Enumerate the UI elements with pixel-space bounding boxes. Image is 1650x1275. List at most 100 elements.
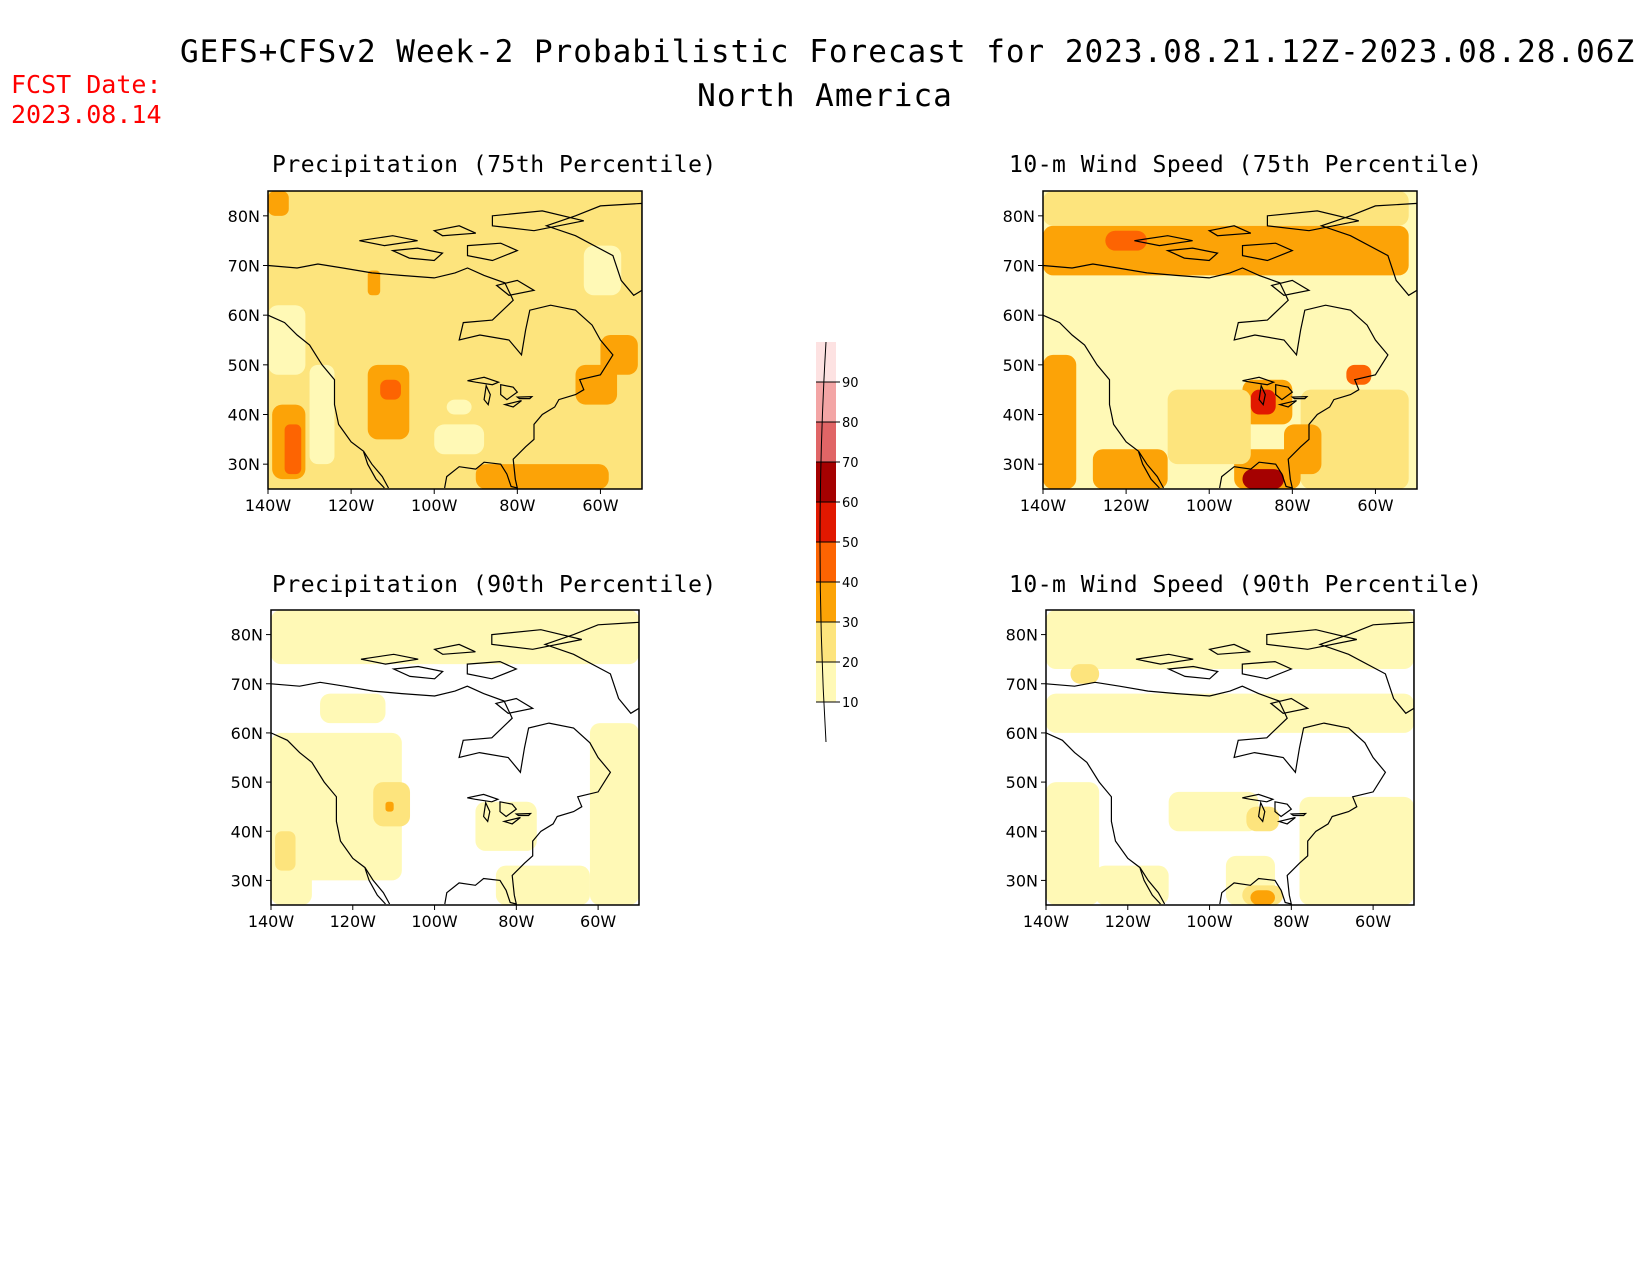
- colorbar-tick-label: 10: [842, 696, 859, 711]
- lon-tick-label: 120W: [330, 912, 377, 931]
- lat-tick-label: 50N: [228, 356, 260, 375]
- colorbar-tick-label: 20: [842, 656, 859, 671]
- lake-outline: [502, 400, 522, 408]
- probability-region: [600, 335, 638, 375]
- lon-tick-label: 80W: [1274, 496, 1310, 515]
- probability-region: [589, 723, 639, 905]
- probability-region: [1063, 305, 1106, 355]
- lake-outline: [1242, 793, 1275, 803]
- map-frame: [267, 190, 643, 490]
- lat-tick-label: 40N: [1006, 822, 1038, 841]
- lat-tick-label: 70N: [231, 675, 263, 694]
- probability-region: [1167, 389, 1251, 465]
- colorbar-tick-label: 50: [842, 536, 859, 551]
- colorbar-tick-label: 40: [842, 576, 859, 591]
- probability-region: [1043, 225, 1409, 276]
- colorbar-swatch: [816, 462, 836, 502]
- probability-region: [367, 364, 410, 440]
- lake-outline: [515, 395, 534, 400]
- lake-outline: [482, 800, 491, 823]
- lon-tick-label: 100W: [1186, 912, 1233, 931]
- lat-tick-label: 80N: [228, 207, 260, 226]
- coastline: [1043, 263, 1389, 489]
- island-outline: [1207, 643, 1251, 655]
- island-outline: [495, 279, 536, 296]
- probability-region: [1175, 340, 1218, 375]
- region-title: North America: [697, 78, 953, 114]
- island-outline: [1269, 697, 1310, 714]
- lake-outline: [1277, 400, 1297, 408]
- lon-tick-label: 80W: [1273, 912, 1309, 931]
- probability-region: [1300, 389, 1409, 489]
- lat-tick-label: 80N: [1003, 207, 1035, 226]
- coastline: [1318, 621, 1414, 715]
- probability-region: [583, 245, 622, 296]
- lake-outline: [500, 383, 519, 401]
- lat-tick-label: 60N: [1006, 724, 1038, 743]
- lon-tick-label: 60W: [1357, 496, 1393, 515]
- lon-tick-label: 120W: [1105, 912, 1152, 931]
- lon-tick-label: 100W: [411, 912, 458, 931]
- lat-tick-label: 60N: [1003, 306, 1035, 325]
- lon-tick-label: 100W: [1186, 496, 1233, 515]
- island-outline: [1135, 653, 1194, 665]
- island-outline: [432, 225, 477, 237]
- colorbar-swatch: [816, 342, 836, 382]
- panel-title-wind-75: 10-m Wind Speed (75th Percentile): [1009, 152, 1483, 178]
- coastline: [543, 621, 639, 715]
- lat-tick-label: 40N: [228, 406, 260, 425]
- colorbar-swatch: [816, 662, 836, 702]
- probability-region: [367, 270, 381, 296]
- map-panel-1: 80N 70N 60N 50N 40N 30N 140W 120W 100W 80W 60W: [1003, 190, 1418, 515]
- probability-region: [271, 610, 639, 665]
- lat-tick-label: 30N: [1006, 871, 1038, 890]
- lon-tick-label: 60W: [580, 912, 616, 931]
- coastline: [1043, 314, 1165, 489]
- probability-region: [434, 424, 485, 455]
- island-outline: [1241, 660, 1293, 680]
- colorbar-swatch: [816, 382, 836, 422]
- lat-tick-label: 30N: [1003, 455, 1035, 474]
- lon-tick-label: 140W: [1020, 496, 1067, 515]
- coastline: [271, 732, 391, 905]
- island-outline: [491, 629, 582, 650]
- probability-region: [1043, 191, 1409, 226]
- coastline: [1138, 451, 1160, 489]
- lake-outline: [514, 812, 533, 817]
- probability-region: [446, 399, 472, 415]
- island-outline: [466, 242, 519, 262]
- colorbar-tick-label: 30: [842, 616, 859, 631]
- colorbar-swatch: [816, 542, 836, 582]
- colorbar-tick-label: 70: [842, 456, 859, 471]
- probability-region: [475, 464, 609, 489]
- forecast-title: GEFS+CFSv2 Week-2 Probabilistic Forecast…: [180, 34, 1636, 70]
- panel-title-precip-90: Precipitation (90th Percentile): [272, 572, 717, 598]
- lon-tick-label: 140W: [245, 496, 292, 515]
- probability-region: [380, 379, 401, 400]
- colorbar-swatch: [816, 622, 836, 662]
- map-frame: [1042, 190, 1418, 490]
- island-outline: [1134, 235, 1193, 247]
- lat-tick-label: 30N: [228, 455, 260, 474]
- lon-tick-label: 140W: [1023, 912, 1070, 931]
- fcst-date-value: 2023.08.14: [11, 100, 162, 129]
- island-outline: [466, 660, 518, 680]
- probability-region: [1250, 890, 1275, 905]
- probability-region: [1092, 449, 1168, 489]
- colorbar: 10 20 30 40 50 60 70 80 90: [816, 341, 859, 743]
- colorbar-tick-label: 90: [842, 376, 859, 391]
- colorbar-tick-label: 80: [842, 416, 859, 431]
- probability-region: [575, 364, 618, 405]
- lake-outline: [1257, 800, 1266, 823]
- lon-tick-label: 80W: [498, 912, 534, 931]
- probability-region: [320, 693, 386, 724]
- panel-title-wind-90: 10-m Wind Speed (90th Percentile): [1009, 572, 1483, 598]
- colorbar-swatch: [816, 422, 836, 462]
- coastline: [1139, 867, 1161, 905]
- lake-outline: [1289, 812, 1308, 817]
- map-frame: [1045, 609, 1415, 906]
- coastline: [268, 263, 614, 489]
- island-outline: [1270, 279, 1311, 296]
- island-outline: [432, 643, 476, 655]
